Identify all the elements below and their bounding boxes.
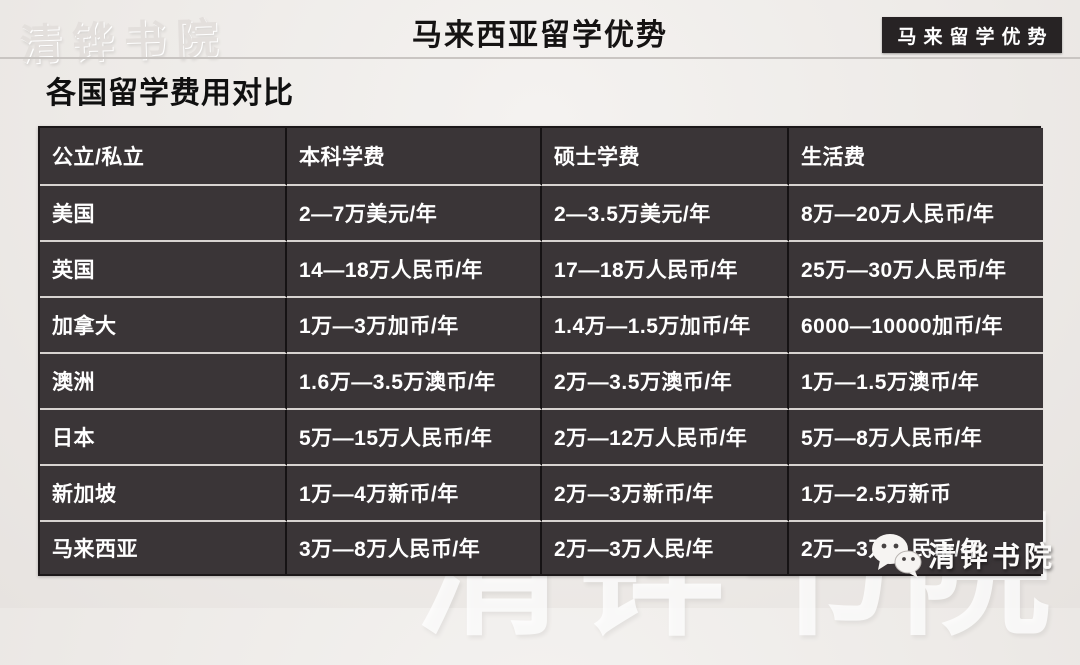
table-cell: 1万—3万加币/年 [287, 298, 542, 354]
table-cell: 6000—10000加币/年 [789, 298, 1043, 354]
footer-brand-label: 清铧书院 [928, 541, 1057, 572]
table-cell: 2—3.5万美元/年 [542, 186, 789, 242]
topic-badge: 马来留学优势 [882, 17, 1062, 53]
table-cell-country: 美国 [40, 186, 287, 242]
header-divider [0, 57, 1080, 59]
table-cell: 1万—4万新币/年 [287, 466, 542, 522]
table-cell-country: 马来西亚 [40, 522, 287, 574]
table-cell-country: 澳洲 [40, 354, 287, 410]
table-cell: 1.6万—3.5万澳币/年 [287, 354, 542, 410]
table-cell: 2—7万美元/年 [287, 186, 542, 242]
column-header: 生活费 [789, 128, 1043, 186]
table-cell: 14—18万人民币/年 [287, 242, 542, 298]
table-cell: 1.4万—1.5万加币/年 [542, 298, 789, 354]
table-cell: 1万—1.5万澳币/年 [789, 354, 1043, 410]
column-header: 硕士学费 [542, 128, 789, 186]
page-title: 马来西亚留学优势 [412, 19, 668, 52]
table-cell: 5万—8万人民币/年 [789, 410, 1043, 466]
table-cell: 8万—20万人民币/年 [789, 186, 1043, 242]
column-header: 本科学费 [287, 128, 542, 186]
table-cell: 5万—15万人民币/年 [287, 410, 542, 466]
footer-brand: 清铧书院 [868, 530, 1056, 580]
table-cell: 1万—2.5万新币 [789, 466, 1043, 522]
table-cell-country: 日本 [40, 410, 287, 466]
table-cell: 2万—3万人民/年 [542, 522, 789, 574]
table-cell-country: 加拿大 [40, 298, 287, 354]
table-cell: 3万—8万人民币/年 [287, 522, 542, 574]
table-cell: 2万—3.5万澳币/年 [542, 354, 789, 410]
table-cell-country: 新加坡 [40, 466, 287, 522]
table-cell: 2万—3万新币/年 [542, 466, 789, 522]
table-cell: 17—18万人民币/年 [542, 242, 789, 298]
cost-comparison-table: 公立/私立 本科学费 硕士学费 生活费 美国 2—7万美元/年 2—3.5万美元… [38, 126, 1043, 576]
section-heading: 各国留学费用对比 [46, 77, 294, 110]
table-cell: 25万—30万人民币/年 [789, 242, 1043, 298]
column-header: 公立/私立 [40, 128, 287, 186]
wechat-icon [872, 534, 922, 578]
table-cell-country: 英国 [40, 242, 287, 298]
table-cell: 2万—12万人民币/年 [542, 410, 789, 466]
